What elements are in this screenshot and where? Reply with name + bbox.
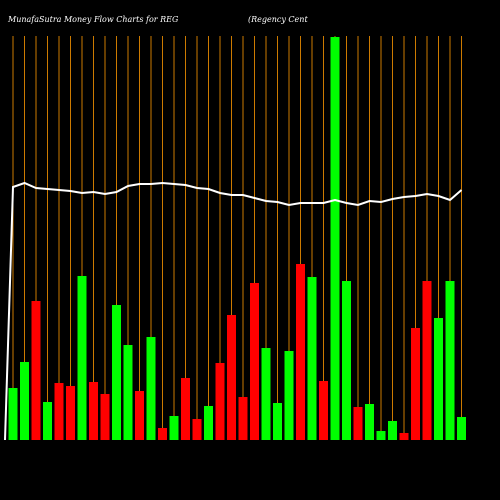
bar — [89, 382, 98, 440]
chart-title: MunafaSutra Money Flow Charts for REG — [7, 15, 179, 24]
bar — [181, 378, 190, 440]
bar — [399, 433, 409, 440]
bar — [100, 394, 110, 440]
bar — [77, 276, 87, 440]
bar — [273, 403, 282, 440]
bar — [330, 37, 340, 440]
bar — [20, 362, 29, 440]
bar — [422, 281, 432, 440]
bar — [261, 348, 271, 440]
bar — [135, 391, 144, 440]
bar — [158, 428, 167, 440]
bar — [250, 283, 259, 440]
bar — [123, 345, 133, 440]
bar — [388, 421, 397, 440]
bar — [376, 431, 386, 440]
bar — [227, 315, 236, 440]
bar — [204, 406, 213, 440]
bar — [445, 281, 455, 440]
bar — [238, 397, 248, 440]
bar — [353, 407, 363, 440]
price-line — [4, 181, 463, 441]
bar — [169, 416, 179, 440]
chart-subtitle: (Regency Cent — [248, 15, 308, 24]
bar — [54, 383, 64, 440]
bar — [307, 277, 317, 440]
bar — [411, 328, 420, 440]
bar — [112, 305, 121, 440]
bar — [296, 264, 305, 440]
bar — [192, 419, 202, 440]
bar — [434, 318, 443, 440]
bar — [43, 402, 52, 440]
bar — [215, 363, 225, 440]
bar — [457, 417, 466, 440]
bar — [31, 301, 41, 440]
bar — [146, 337, 156, 440]
bar — [8, 388, 18, 440]
bar — [342, 281, 351, 440]
bar — [284, 351, 294, 440]
bar — [319, 381, 328, 440]
bar — [66, 386, 75, 440]
bar — [365, 404, 374, 440]
